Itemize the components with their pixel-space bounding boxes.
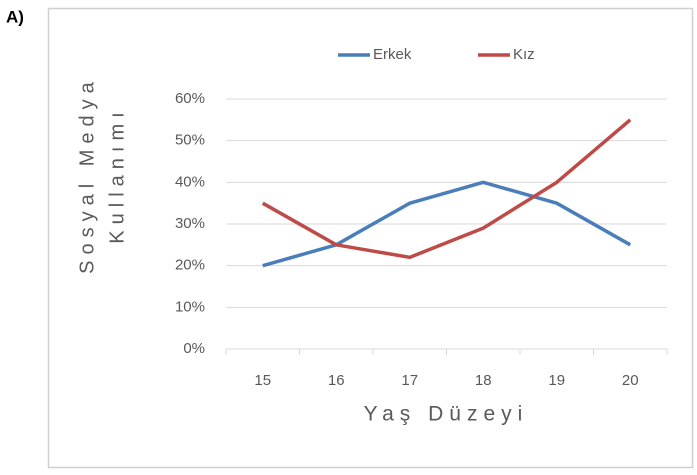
legend-label: Kız	[513, 46, 535, 63]
x-axis-title: Yaş Düzeyi	[364, 403, 529, 426]
y-tick-label: 50%	[175, 132, 205, 149]
data-line	[262, 180, 632, 268]
y-tick-label: 40%	[175, 173, 205, 190]
x-tick-label: 16	[328, 372, 345, 389]
x-tick-label: 19	[548, 372, 565, 389]
panel-label: A)	[6, 7, 24, 26]
legend-label: Erkek	[373, 46, 412, 63]
y-tick-label: 0%	[183, 340, 205, 357]
y-tick-label: 10%	[175, 298, 205, 315]
y-tick-label: 20%	[175, 257, 205, 274]
y-tick-label: 30%	[175, 215, 205, 232]
y-axis-title: Sosyal Medya	[76, 76, 98, 274]
x-tick-label: 18	[475, 372, 492, 389]
x-tick-label: 15	[254, 372, 271, 389]
y-tick-label: 60%	[175, 90, 205, 107]
y-axis-title: Kullanımı	[106, 106, 128, 243]
x-tick-label: 20	[622, 372, 639, 389]
chart-frame	[47, 7, 694, 469]
data-line	[261, 118, 632, 260]
x-tick-label: 17	[401, 372, 418, 389]
